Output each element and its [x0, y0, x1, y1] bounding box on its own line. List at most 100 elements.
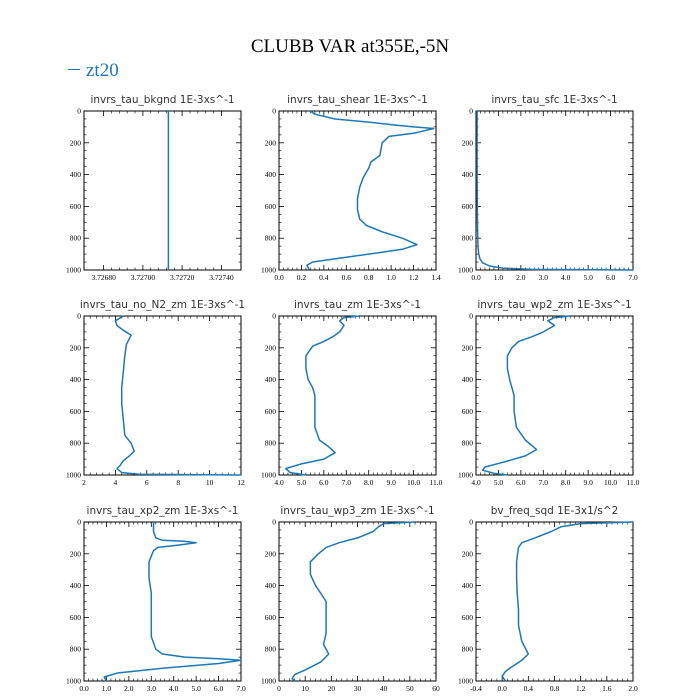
legend-label: zt20 — [86, 60, 119, 81]
y-tick-label: 0 — [272, 312, 276, 321]
plot-frame — [475, 110, 634, 271]
y-tick-label: 200 — [70, 343, 82, 352]
y-tick-label: 600 — [70, 407, 82, 416]
panel-title: invrs_tau_wp2_zm 1E-3xs^-1 — [477, 299, 631, 311]
y-tick-label: 1000 — [458, 471, 473, 480]
panel-title: invrs_tau_zm 1E-3xs^-1 — [294, 299, 421, 311]
x-tick-label: 6.0 — [606, 273, 616, 282]
x-tick-label: 6 — [145, 478, 149, 487]
y-tick-label: 200 — [265, 343, 277, 352]
x-tick-label: 8 — [176, 478, 180, 487]
y-tick-label: 800 — [462, 645, 474, 654]
x-tick-label: 7.0 — [539, 478, 549, 487]
y-tick-label: 1000 — [66, 266, 81, 275]
plot-frame — [475, 315, 634, 476]
y-tick-label: 800 — [462, 439, 474, 448]
y-tick-label: 400 — [265, 375, 277, 384]
panel-title: invrs_tau_no_N2_zm 1E-3xs^-1 — [80, 299, 245, 311]
x-tick-label: 5.0 — [583, 273, 593, 282]
y-tick-label: 800 — [70, 645, 82, 654]
x-tick-label: 11.0 — [627, 478, 640, 487]
y-tick-label: 600 — [70, 613, 82, 622]
x-tick-label: 1.0 — [494, 273, 504, 282]
y-tick-label: 200 — [70, 138, 82, 147]
x-tick-label: 7.0 — [236, 684, 246, 693]
panel-title: invrs_tau_wp3_zm 1E-3xs^-1 — [280, 505, 434, 517]
y-tick-label: 0 — [469, 518, 473, 527]
x-tick-label: 3.72700 — [131, 273, 156, 282]
chart-panel-6: invrs_tau_wp2_zm 1E-3xs^-1 0 200 400 600 800 1… — [458, 299, 640, 487]
x-tick-label: 0.4 — [319, 273, 329, 282]
x-tick-label: 6.0 — [214, 684, 224, 693]
x-tick-label: 8.0 — [364, 478, 374, 487]
y-tick-label: 400 — [462, 170, 474, 179]
x-tick-label: 10.0 — [407, 478, 420, 487]
y-tick-label: 0 — [77, 312, 81, 321]
x-tick-label: 30 — [354, 684, 362, 693]
x-tick-label: 2.0 — [628, 684, 638, 693]
x-tick-label: 2.0 — [124, 684, 134, 693]
y-tick-label: 200 — [462, 549, 474, 558]
x-tick-label: 11.0 — [430, 478, 443, 487]
y-tick-label: 600 — [265, 613, 277, 622]
y-tick-label: 200 — [265, 549, 277, 558]
x-tick-label: 9.0 — [386, 478, 396, 487]
x-tick-label: 0.2 — [297, 273, 307, 282]
x-tick-label: 1.6 — [602, 684, 612, 693]
x-tick-label: 4.0 — [471, 478, 481, 487]
panel-title: invrs_tau_sfc 1E-3xs^-1 — [491, 94, 617, 106]
chart-panel-3: invrs_tau_sfc 1E-3xs^-1 0 200 400 600 800 1000… — [458, 94, 638, 282]
x-tick-label: 0.0 — [497, 684, 507, 693]
x-tick-label: 0 — [277, 684, 281, 693]
y-tick-label: 400 — [70, 170, 82, 179]
x-tick-label: 10 — [206, 478, 214, 487]
y-tick-label: 0 — [469, 107, 473, 116]
y-tick-label: 800 — [265, 439, 277, 448]
chart-panel-7: invrs_tau_xp2_zm 1E-3xs^-1 0 200 400 600 800 1… — [66, 505, 246, 693]
y-tick-label: 1000 — [261, 471, 276, 480]
x-tick-label: 4.0 — [169, 684, 179, 693]
y-tick-label: 0 — [77, 518, 81, 527]
x-tick-label: 1.2 — [409, 273, 419, 282]
x-tick-label: 3.72680 — [91, 273, 116, 282]
x-tick-label: 40 — [380, 684, 388, 693]
x-tick-label: 4 — [114, 478, 118, 487]
x-tick-label: 3.72740 — [209, 273, 234, 282]
chart-panel-5: invrs_tau_zm 1E-3xs^-1 0 200 400 600 800 10004… — [261, 299, 443, 487]
series-line-zt20 — [284, 315, 360, 476]
series-line-zt20 — [501, 521, 634, 682]
panel-title: bv_freq_sqd 1E-3x1/s^2 — [491, 505, 619, 517]
legend-line-swatch — [68, 69, 80, 71]
x-tick-label: 0.0 — [79, 684, 89, 693]
y-tick-label: 400 — [70, 581, 82, 590]
x-tick-label: 60 — [432, 684, 440, 693]
chart-panel-2: invrs_tau_shear 1E-3xs^-1 0 200 400 600 800 10… — [261, 94, 441, 282]
y-tick-label: 1000 — [458, 677, 473, 686]
chart-panel-4: invrs_tau_no_N2_zm 1E-3xs^-10 200 400 600 80… — [66, 299, 245, 487]
series-line-zt20 — [103, 522, 242, 682]
x-tick-label: 20 — [328, 684, 336, 693]
y-tick-label: 1000 — [458, 266, 473, 275]
x-tick-label: 5.0 — [191, 684, 201, 693]
legend: zt20 — [68, 60, 119, 82]
y-tick-label: 800 — [70, 234, 82, 243]
x-tick-label: 4.0 — [561, 273, 571, 282]
x-tick-label: 1.0 — [386, 273, 396, 282]
x-tick-label: 3.72720 — [170, 273, 195, 282]
x-tick-label: 0.0 — [471, 273, 481, 282]
panel-title: invrs_tau_bkgnd 1E-3xs^-1 — [90, 94, 234, 106]
figure-title: CLUBB VAR at355E,-5N — [250, 36, 450, 57]
y-tick-label: 600 — [462, 613, 474, 622]
y-tick-label: 400 — [462, 581, 474, 590]
plot-frame — [83, 521, 242, 682]
y-tick-label: 800 — [70, 439, 82, 448]
series-line-zt20 — [481, 315, 571, 476]
x-tick-label: 5.0 — [297, 478, 307, 487]
x-tick-label: 0.6 — [342, 273, 352, 282]
chart-panel-8: invrs_tau_wp3_zm 1E-3xs^-102004006008001… — [261, 505, 440, 693]
x-tick-label: 10.0 — [604, 478, 617, 487]
series-line-zt20 — [291, 521, 416, 682]
chart-panel-9: bv_freq_sqd 1E-3x1/s^2 0 200 400 600 800 1000-… — [458, 505, 638, 693]
x-tick-label: 0.4 — [524, 684, 534, 693]
y-tick-label: 200 — [70, 549, 82, 558]
